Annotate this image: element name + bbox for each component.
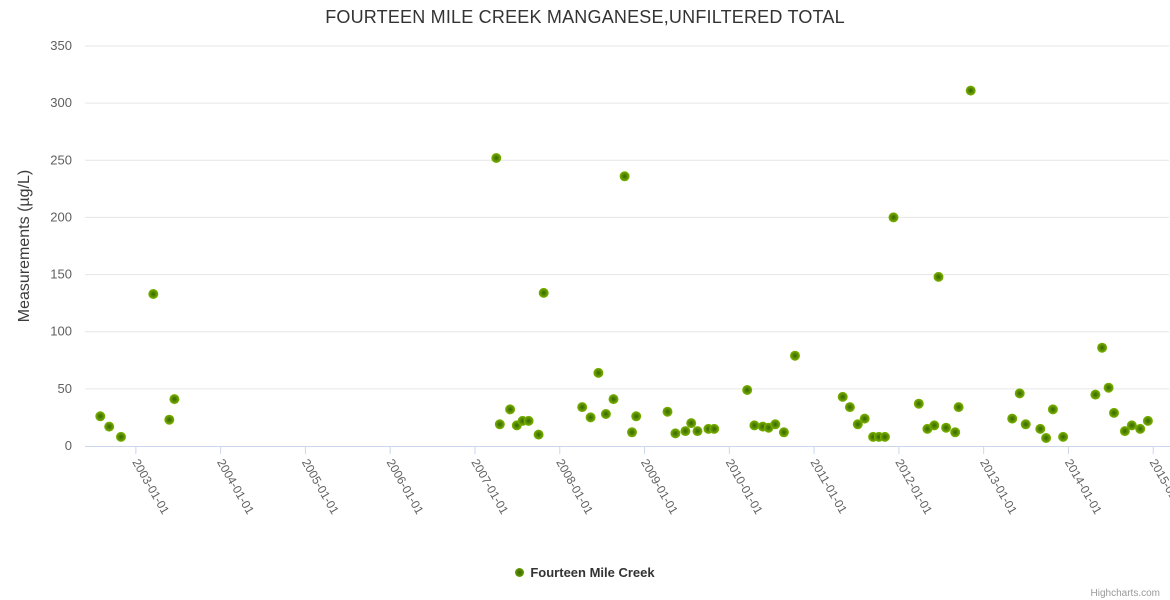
x-tick-label: 2006-01-01	[384, 457, 427, 517]
data-point[interactable]	[631, 411, 642, 422]
data-point[interactable]	[680, 426, 691, 437]
data-point[interactable]	[742, 385, 753, 395]
data-point[interactable]	[950, 427, 961, 438]
x-tick-label: 2014-01-01	[1062, 457, 1105, 517]
y-tick-label: 150	[50, 267, 72, 282]
data-point[interactable]	[662, 406, 673, 417]
data-point[interactable]	[523, 415, 534, 426]
data-point[interactable]	[148, 289, 159, 299]
x-tick-label: 2015-01-01	[1147, 457, 1170, 517]
data-point[interactable]	[953, 402, 964, 413]
axis-labels: 0 50 100 150 200 250 300 350 2003-01-01 2004-01-0…	[50, 38, 1170, 517]
x-tick-label: 2011-01-01	[808, 457, 851, 517]
data-point[interactable]	[929, 420, 940, 431]
chart-title: FOURTEEN MILE CREEK MANGANESE,UNFILTERED…	[325, 7, 845, 27]
data-point[interactable]	[538, 287, 549, 298]
data-point[interactable]	[95, 411, 106, 422]
x-tick-label: 2003-01-01	[129, 457, 172, 517]
data-point[interactable]	[491, 153, 502, 163]
data-point[interactable]	[577, 402, 588, 413]
data-point[interactable]	[104, 421, 115, 432]
data-point[interactable]	[692, 426, 703, 437]
x-tick-label: 2007-01-01	[468, 457, 511, 517]
x-tick-label: 2013-01-01	[977, 457, 1020, 517]
data-point[interactable]	[965, 85, 976, 96]
highcharts-credits-link[interactable]: Highcharts.com	[1090, 588, 1160, 599]
legend-marker-icon	[515, 568, 525, 577]
x-tick-label: 2012-01-01	[892, 457, 935, 517]
legend-label: Fourteen Mile Creek	[530, 565, 655, 580]
data-point[interactable]	[1142, 415, 1153, 426]
gridlines	[85, 45, 1169, 390]
data-point[interactable]	[837, 391, 848, 402]
y-tick-label: 100	[50, 324, 72, 339]
data-point[interactable]	[852, 419, 863, 430]
y-tick-label: 0	[65, 438, 72, 453]
data-point[interactable]	[1058, 431, 1069, 442]
data-point[interactable]	[1047, 404, 1058, 415]
data-point[interactable]	[1020, 419, 1031, 430]
data-point[interactable]	[533, 429, 544, 440]
x-tick-label: 2010-01-01	[723, 457, 766, 517]
data-point[interactable]	[888, 212, 899, 223]
data-point[interactable]	[844, 402, 855, 413]
data-point[interactable]	[778, 427, 789, 438]
data-point[interactable]	[686, 418, 697, 429]
data-point[interactable]	[1103, 382, 1114, 393]
data-point[interactable]	[619, 171, 630, 182]
data-point[interactable]	[933, 271, 944, 282]
data-point[interactable]	[505, 404, 516, 415]
y-tick-label: 350	[50, 38, 72, 53]
data-point[interactable]	[941, 422, 952, 433]
y-tick-label: 300	[50, 95, 72, 110]
data-points	[95, 85, 1153, 443]
axes	[85, 446, 1170, 454]
y-tick-label: 250	[50, 152, 72, 167]
data-point[interactable]	[1041, 433, 1052, 443]
data-point[interactable]	[1135, 423, 1146, 434]
data-point[interactable]	[670, 428, 681, 439]
x-tick-label: 2005-01-01	[299, 457, 342, 517]
data-point[interactable]	[1035, 423, 1046, 434]
data-point[interactable]	[608, 394, 619, 405]
data-point[interactable]	[627, 427, 637, 438]
data-point[interactable]	[1090, 389, 1101, 400]
data-point[interactable]	[859, 413, 870, 424]
data-point[interactable]	[164, 414, 175, 425]
data-point[interactable]	[585, 412, 596, 423]
data-point[interactable]	[1126, 420, 1137, 431]
data-point[interactable]	[116, 431, 126, 442]
data-point[interactable]	[879, 431, 890, 442]
data-point[interactable]	[1014, 388, 1025, 399]
data-point[interactable]	[770, 419, 781, 430]
data-point[interactable]	[494, 419, 505, 430]
y-tick-label: 200	[50, 209, 72, 224]
legend-item-fourteen-mile-creek[interactable]: Fourteen Mile Creek	[515, 565, 655, 580]
y-tick-label: 50	[58, 381, 72, 396]
data-point[interactable]	[169, 394, 180, 405]
data-point[interactable]	[1007, 413, 1018, 424]
x-tick-label: 2004-01-01	[214, 457, 257, 517]
data-point[interactable]	[593, 367, 604, 378]
data-point[interactable]	[749, 420, 760, 431]
data-point[interactable]	[709, 423, 720, 434]
x-tick-label: 2008-01-01	[553, 457, 596, 517]
legend: Fourteen Mile Creek	[0, 565, 1170, 580]
data-point[interactable]	[600, 409, 611, 419]
data-point[interactable]	[790, 350, 800, 361]
data-point[interactable]	[1119, 426, 1130, 437]
data-point[interactable]	[1109, 407, 1119, 418]
data-point[interactable]	[913, 398, 924, 409]
x-tick-label: 2009-01-01	[638, 457, 681, 517]
data-point[interactable]	[1097, 342, 1108, 353]
